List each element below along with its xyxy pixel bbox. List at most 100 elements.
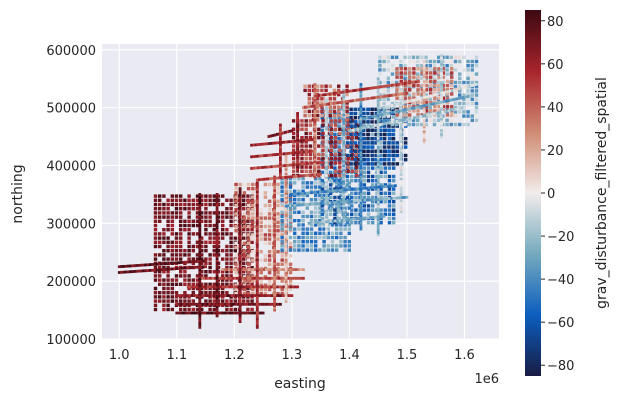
survey-point: [374, 132, 378, 137]
survey-point: [198, 317, 202, 320]
survey-point: [462, 68, 466, 72]
survey-point: [354, 173, 359, 178]
survey-point: [238, 240, 242, 244]
survey-point: [159, 268, 163, 272]
survey-point: [300, 127, 304, 131]
survey-point: [455, 87, 459, 91]
survey-point: [300, 136, 304, 140]
survey-point: [204, 219, 208, 223]
survey-point: [296, 145, 299, 149]
survey-point: [420, 67, 424, 71]
survey-point: [391, 149, 395, 153]
survey-point: [403, 76, 407, 80]
survey-point: [385, 112, 388, 116]
survey-point: [251, 292, 255, 296]
survey-point: [345, 107, 350, 111]
survey-point: [362, 179, 366, 183]
survey-point: [376, 79, 380, 83]
survey-point: [350, 199, 354, 203]
survey-point: [333, 152, 338, 157]
survey-point: [328, 84, 332, 88]
survey-point: [251, 216, 255, 220]
survey-point: [273, 215, 276, 219]
survey-point: [153, 278, 158, 282]
survey-point: [233, 307, 237, 312]
survey-point: [234, 195, 238, 199]
survey-point: [291, 140, 295, 143]
survey-point: [361, 187, 364, 190]
colorbar-tick-label: −20: [547, 230, 574, 245]
survey-point: [376, 138, 380, 142]
survey-point: [273, 255, 276, 259]
survey-point: [440, 108, 443, 112]
survey-point: [188, 311, 192, 315]
survey-point: [267, 220, 272, 224]
survey-point: [170, 282, 174, 286]
survey-point: [382, 110, 386, 114]
survey-point: [440, 113, 443, 117]
survey-point: [228, 294, 232, 297]
survey-point: [374, 198, 378, 201]
survey-point: [267, 233, 272, 237]
survey-point: [453, 88, 456, 92]
survey-point: [391, 153, 395, 158]
survey-point: [334, 219, 337, 223]
survey-point: [284, 258, 288, 261]
survey-point: [434, 101, 438, 105]
survey-point: [158, 270, 162, 274]
survey-point: [468, 84, 471, 88]
survey-point: [474, 85, 479, 89]
survey-point: [285, 140, 288, 144]
survey-point: [408, 109, 412, 113]
survey-point: [453, 80, 458, 85]
survey-point: [170, 295, 174, 299]
survey-point: [432, 118, 437, 122]
survey-point: [366, 141, 370, 145]
survey-point: [338, 127, 342, 131]
survey-point: [338, 188, 342, 192]
survey-point: [195, 282, 200, 286]
survey-point: [200, 236, 204, 240]
survey-point: [338, 173, 342, 178]
survey-point: [328, 97, 332, 101]
survey-point: [204, 282, 208, 286]
survey-point: [470, 97, 474, 101]
survey-point: [450, 67, 454, 71]
survey-point: [453, 97, 457, 101]
survey-point: [142, 263, 145, 267]
survey-point: [259, 166, 262, 169]
survey-point: [153, 194, 158, 198]
survey-point: [158, 291, 162, 295]
survey-point: [179, 202, 183, 207]
survey-point: [279, 276, 283, 280]
survey-point: [359, 146, 363, 150]
survey-point: [267, 182, 272, 187]
survey-point: [314, 244, 318, 248]
survey-point: [382, 114, 386, 118]
survey-point: [270, 165, 273, 169]
survey-point: [220, 276, 224, 280]
survey-point: [293, 189, 297, 193]
survey-point: [422, 112, 426, 116]
survey-point: [276, 164, 280, 168]
survey-point: [259, 279, 263, 283]
survey-point: [238, 207, 242, 210]
survey-point: [215, 226, 219, 229]
survey-point: [268, 294, 272, 297]
survey-point: [158, 240, 162, 244]
survey-point: [422, 88, 426, 92]
survey-point: [296, 127, 299, 131]
survey-point: [191, 282, 195, 286]
survey-point: [343, 235, 347, 240]
survey-point: [225, 307, 229, 312]
survey-point: [300, 144, 304, 148]
survey-point: [383, 166, 387, 170]
survey-point: [225, 198, 229, 202]
survey-point: [342, 146, 346, 150]
survey-point: [204, 249, 208, 253]
survey-point: [215, 261, 219, 265]
survey-point: [386, 105, 390, 108]
survey-point: [296, 147, 299, 151]
survey-point: [208, 291, 212, 295]
survey-point: [219, 294, 223, 297]
